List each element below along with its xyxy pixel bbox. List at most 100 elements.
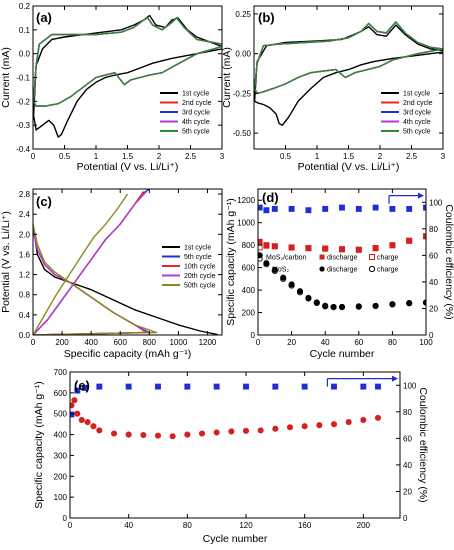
panel-label: (b) — [258, 10, 275, 25]
data-point — [288, 244, 295, 251]
data-point — [372, 245, 379, 252]
data-point — [271, 243, 278, 250]
data-point — [305, 295, 312, 302]
data-point — [355, 246, 362, 253]
data-point — [81, 384, 88, 391]
data-point — [258, 204, 263, 211]
legend-label: discharge — [327, 255, 357, 262]
plot-frame — [32, 188, 223, 336]
data-point — [154, 432, 162, 439]
data-point — [288, 205, 295, 212]
series-line-3 — [33, 191, 148, 335]
x-tick-label: 40 — [124, 521, 133, 530]
data-point — [263, 207, 270, 214]
y-tick-label: 500 — [54, 410, 68, 419]
data-point — [70, 402, 75, 409]
data-point — [374, 414, 382, 421]
data-point — [423, 233, 426, 240]
y-tick-label: -0.1 — [16, 74, 30, 83]
y-tick-label: 2.4 — [19, 210, 31, 219]
x-tick-label: 2 — [378, 152, 383, 161]
x-tick-label: 60 — [354, 338, 363, 347]
data-point — [301, 383, 308, 390]
data-point — [345, 419, 352, 426]
data-point — [389, 242, 396, 249]
x-tick-label: 0.5 — [59, 152, 71, 161]
y-tick-label: -0.4 — [16, 145, 30, 154]
y-tick-label: 100 — [54, 493, 68, 502]
series-group — [258, 204, 426, 311]
y2-tick-label: 40 — [429, 278, 438, 287]
series-line-1 — [254, 24, 443, 126]
legend-label: 2nd cycle — [182, 100, 212, 107]
data-point — [406, 205, 413, 212]
data-point — [71, 397, 78, 404]
y2-tick-label: 100 — [403, 381, 417, 390]
data-point — [258, 255, 263, 262]
legend-label: 2nd cycle — [403, 100, 433, 107]
legend-label: discharge — [327, 267, 357, 274]
x-tick-label: 2 — [157, 152, 162, 161]
x-tick-label: 1.5 — [343, 152, 355, 161]
data-point — [322, 245, 329, 252]
y-tick-label: 0 — [63, 514, 68, 523]
y-tick-label: 0.25 — [235, 10, 251, 19]
x-tick-label: 2.5 — [406, 152, 418, 161]
y2-tick-label: 60 — [403, 434, 412, 443]
x-tick-label: 1.5 — [122, 152, 134, 161]
y2-tick-label: 0 — [429, 331, 434, 340]
y-tick-label: 600 — [242, 264, 256, 273]
data-point — [74, 387, 81, 394]
data-point — [330, 304, 337, 311]
y-tick-label: 1000 — [237, 219, 255, 228]
data-point — [360, 416, 367, 424]
y-tick-label: 1.6 — [19, 250, 31, 259]
x-axis-title: Potential (V vs. Li/Li⁺) — [77, 161, 179, 173]
data-point — [271, 243, 278, 250]
legend-label: 4th cycle — [182, 119, 210, 126]
data-point — [228, 428, 235, 435]
data-point — [288, 244, 295, 251]
data-point — [184, 383, 191, 390]
series-line-5 — [254, 21, 443, 95]
legend: 1st cycle 2nd cycle 3rd cycle 4th cycle 5th … — [160, 91, 212, 136]
x-tick-label: 1000 — [169, 338, 187, 347]
data-point — [286, 424, 294, 431]
data-point — [140, 431, 147, 439]
panel-label: (a) — [36, 10, 52, 25]
legend-label: charge — [377, 267, 399, 274]
data-point — [272, 383, 279, 390]
legend-marker — [369, 254, 375, 260]
x-tick-label: 3 — [441, 152, 446, 161]
y-tick-label: 0.1 — [19, 26, 31, 35]
y-tick-label: 1.2 — [19, 271, 31, 280]
data-point — [305, 207, 312, 214]
panel-d: 0 20 40 60 80 1000200400600800100012000204060… — [225, 188, 454, 360]
data-point — [389, 242, 396, 249]
y-tick-label: 1200 — [237, 196, 255, 205]
legend-marker — [319, 266, 325, 272]
series-line-1 — [33, 224, 218, 335]
data-point — [184, 431, 191, 438]
x-tick-label: 20 — [287, 338, 296, 347]
data-point — [243, 383, 249, 390]
x-tick-label: 0 — [31, 152, 36, 161]
y-axis-title: Specific capacity (mAh g⁻¹) — [225, 198, 237, 326]
y-axis-title: Current (mA) — [0, 47, 12, 108]
legend-label: 5th cycle — [403, 129, 431, 136]
data-point — [406, 237, 413, 244]
x-tick-label: 200 — [357, 521, 371, 530]
legend-label: 3rd cycle — [403, 110, 431, 117]
y-tick-label: -0.3 — [16, 121, 30, 130]
data-point — [331, 383, 337, 390]
data-point — [213, 383, 220, 390]
legend: 1st cycle 2nd cycle 3rd cycle 4th cycle 5th … — [381, 91, 433, 136]
data-point — [360, 383, 367, 390]
data-point — [316, 422, 323, 429]
data-point — [96, 383, 103, 390]
data-point — [257, 427, 264, 434]
data-point — [169, 433, 176, 440]
x-tick-label: 3 — [220, 152, 225, 161]
y-tick-label: 0.4 — [19, 311, 31, 320]
